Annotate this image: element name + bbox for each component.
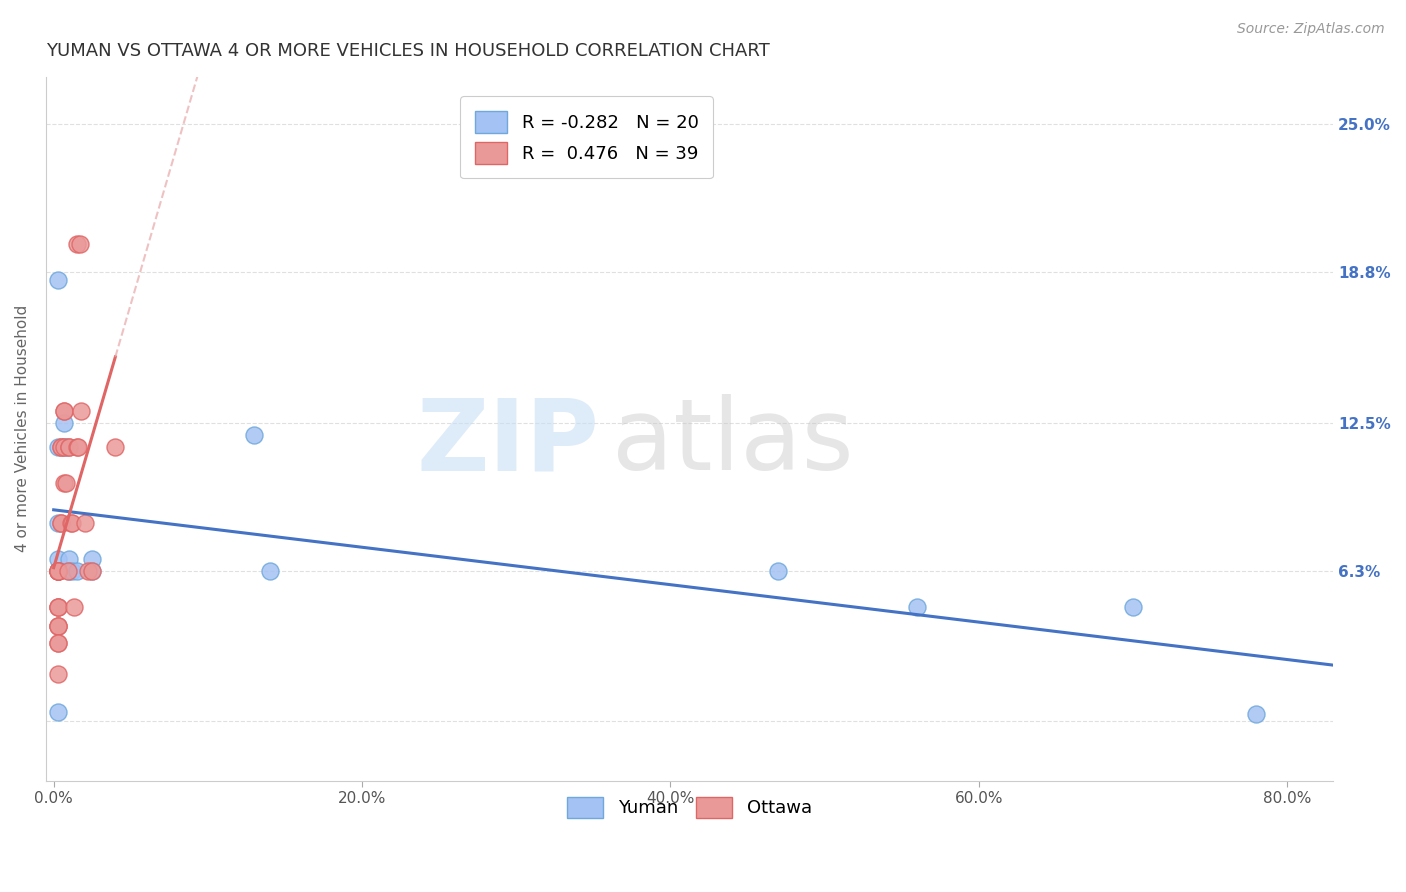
Point <box>69 236 91 251</box>
Point <box>46 619 69 633</box>
Point <box>46 552 69 566</box>
Point <box>66 440 89 454</box>
Point <box>104 440 127 454</box>
Point <box>46 666 69 681</box>
Point <box>46 599 69 614</box>
Point <box>58 552 80 566</box>
Point <box>46 564 69 578</box>
Point <box>82 564 104 578</box>
Point <box>53 404 76 418</box>
Point <box>46 440 69 454</box>
Text: YUMAN VS OTTAWA 4 OR MORE VEHICLES IN HOUSEHOLD CORRELATION CHART: YUMAN VS OTTAWA 4 OR MORE VEHICLES IN HO… <box>46 42 769 60</box>
Point <box>82 564 104 578</box>
Point <box>1244 707 1267 722</box>
Point <box>73 516 96 530</box>
Legend: Yuman, Ottawa: Yuman, Ottawa <box>560 789 820 825</box>
Point <box>58 564 80 578</box>
Point <box>82 552 104 566</box>
Point <box>60 516 83 530</box>
Point <box>66 236 89 251</box>
Point <box>46 635 69 649</box>
Text: Source: ZipAtlas.com: Source: ZipAtlas.com <box>1237 22 1385 37</box>
Point <box>46 564 69 578</box>
Point <box>243 427 266 442</box>
Point <box>259 564 281 578</box>
Point <box>46 705 69 719</box>
Point <box>59 516 82 530</box>
Point <box>56 564 79 578</box>
Point <box>46 619 69 633</box>
Point <box>51 516 73 530</box>
Point <box>905 599 928 614</box>
Point <box>768 564 790 578</box>
Point <box>53 440 76 454</box>
Point <box>46 599 69 614</box>
Point <box>51 440 73 454</box>
Point <box>46 564 69 578</box>
Point <box>67 440 90 454</box>
Point <box>76 564 98 578</box>
Point <box>46 564 69 578</box>
Point <box>70 404 93 418</box>
Point <box>51 516 73 530</box>
Point <box>53 404 76 418</box>
Point <box>46 564 69 578</box>
Point <box>53 475 76 490</box>
Point <box>46 619 69 633</box>
Point <box>46 516 69 530</box>
Point <box>46 635 69 649</box>
Point <box>46 272 69 286</box>
Point <box>1122 599 1144 614</box>
Point <box>55 440 77 454</box>
Point <box>58 440 80 454</box>
Point <box>53 416 76 430</box>
Point <box>66 564 89 578</box>
Point <box>53 440 76 454</box>
Point <box>46 564 69 578</box>
Point <box>60 564 83 578</box>
Y-axis label: 4 or more Vehicles in Household: 4 or more Vehicles in Household <box>15 305 30 552</box>
Text: ZIP: ZIP <box>416 394 599 491</box>
Text: atlas: atlas <box>613 394 853 491</box>
Point <box>51 440 73 454</box>
Point <box>58 440 80 454</box>
Point <box>46 599 69 614</box>
Point <box>55 475 77 490</box>
Point <box>62 599 84 614</box>
